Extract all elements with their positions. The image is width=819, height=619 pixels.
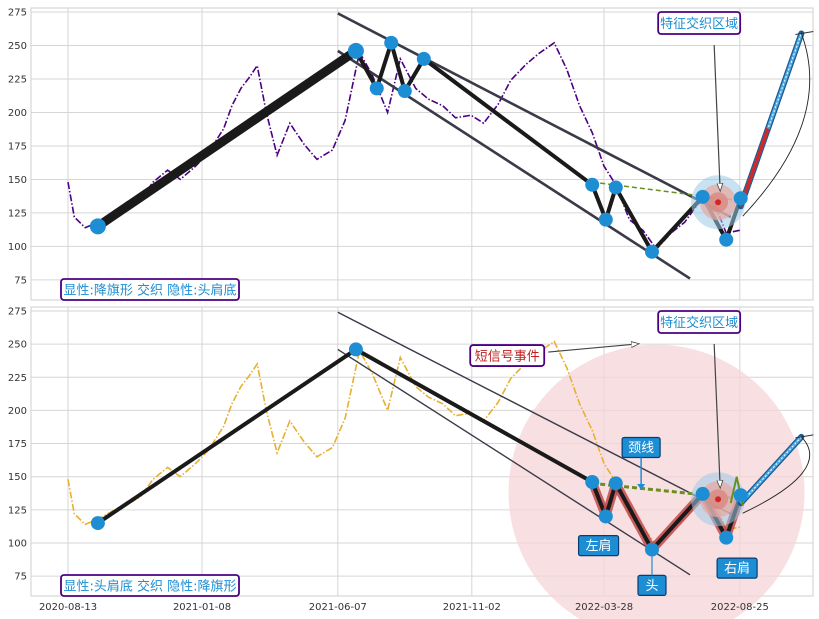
y-tick-label: 275 (8, 8, 27, 19)
y-tick-label: 200 (8, 406, 27, 417)
pattern-point-marker (719, 530, 734, 545)
x-tick-label: 2021-06-07 (309, 602, 367, 613)
y-tick-label: 200 (8, 108, 27, 119)
pattern-segment (613, 481, 654, 552)
pattern-segment (374, 40, 394, 91)
y-tick-label: 100 (8, 538, 27, 549)
pattern-point-marker (733, 191, 748, 206)
pattern-segment (421, 56, 595, 187)
event-annotation-box (469, 344, 546, 367)
right-shoulder-annotation-text: 右肩 (724, 561, 750, 577)
x-axis: 2020-08-13 2021-01-08 2021-06-07 2021-11-02… (39, 602, 769, 613)
pattern-point-marker (585, 177, 600, 192)
event-annotation-text: 短信号事件 (475, 350, 540, 365)
pattern-point-marker (733, 488, 748, 503)
x-tick-label: 2021-01-08 (173, 602, 231, 613)
pattern-segment (389, 40, 407, 94)
pattern-point-marker (397, 84, 412, 99)
pattern-point-marker (719, 232, 734, 247)
target-arc (742, 33, 811, 217)
focus-dot (715, 496, 722, 503)
y-tick-label: 125 (8, 208, 27, 219)
y-tick-label: 75 (14, 572, 27, 583)
y-tick-label: 125 (8, 505, 27, 516)
pattern-point-marker (416, 51, 431, 66)
channel-lower-line (337, 348, 691, 576)
focus-dot (715, 199, 722, 206)
channel-upper-line (337, 12, 732, 219)
neck-annotation-pointer-head (637, 483, 646, 490)
left-shoulder-annotation-box (577, 535, 620, 557)
pattern-segment (613, 185, 654, 254)
target-line-dots (740, 33, 802, 207)
pattern-segment (95, 347, 358, 526)
feature-annotation-box (657, 11, 742, 35)
y-tick-label: 250 (8, 340, 27, 351)
pattern-point-marker (695, 189, 710, 204)
pattern-label-text: 显性:头肩底 交织 隐性:降旗形 (63, 579, 236, 595)
y-tick-label: 150 (8, 175, 27, 186)
feature-annotation-text: 特征交织区域 (660, 315, 738, 331)
pattern-point-marker (598, 212, 613, 227)
pattern-label-text: 显性:降旗形 交织 隐性:头肩底 (63, 283, 236, 299)
y-tick-label: 225 (8, 74, 27, 85)
pattern-point-marker (585, 474, 600, 489)
pattern-point-marker (695, 486, 710, 501)
y-tick-label: 275 (8, 306, 27, 317)
right-shoulder-annotation-box (716, 557, 758, 579)
event-annotation-arrow (548, 344, 636, 353)
plot-frame (30, 7, 814, 301)
pattern-point-marker (608, 476, 623, 491)
pattern-point-marker (608, 180, 623, 195)
x-tick-label: 2021-11-02 (443, 602, 501, 613)
y-tick-label: 175 (8, 439, 27, 450)
x-tick-label: 2022-03-28 (575, 602, 633, 613)
left-shoulder-annotation-text: 左肩 (586, 538, 612, 554)
feature-annotation-arrow (713, 343, 720, 485)
target-arc (742, 436, 811, 514)
channel-upper-line (337, 311, 732, 515)
target-cap (795, 434, 814, 439)
pattern-point-marker (89, 218, 106, 235)
feature-annotation-arrow (713, 44, 720, 188)
pattern-point-marker (384, 35, 399, 50)
pattern-label-box (60, 574, 240, 597)
head-annotation-text: 头 (645, 579, 658, 594)
y-tick-label: 250 (8, 41, 27, 52)
target-line-dots (740, 436, 802, 504)
channel-lower-line (337, 49, 691, 280)
feature-annotation-text: 特征交织区域 (660, 16, 738, 32)
pattern-point-marker (369, 81, 384, 96)
pattern-point-marker (598, 509, 613, 524)
x-tick-label: 2020-08-13 (39, 602, 97, 613)
y-tick-label: 225 (8, 373, 27, 384)
neck-annotation-text: 颈线 (628, 441, 654, 456)
y-tick-label: 175 (8, 141, 27, 152)
y-tick-label: 100 (8, 242, 27, 253)
feature-annotation-box (657, 310, 742, 334)
pattern-segment (353, 347, 595, 484)
y-tick-label: 75 (14, 275, 27, 286)
pattern-point-marker (644, 244, 659, 259)
pattern-segment (93, 46, 361, 231)
pattern-point-marker (347, 42, 364, 59)
pattern-point-marker (90, 516, 105, 531)
target-cap (795, 30, 814, 35)
pattern-label-box (60, 278, 240, 301)
x-tick-label: 2022-08-25 (711, 602, 769, 613)
pattern-point-marker (644, 542, 659, 557)
pattern-point-marker (348, 342, 363, 357)
y-tick-label: 150 (8, 472, 27, 483)
